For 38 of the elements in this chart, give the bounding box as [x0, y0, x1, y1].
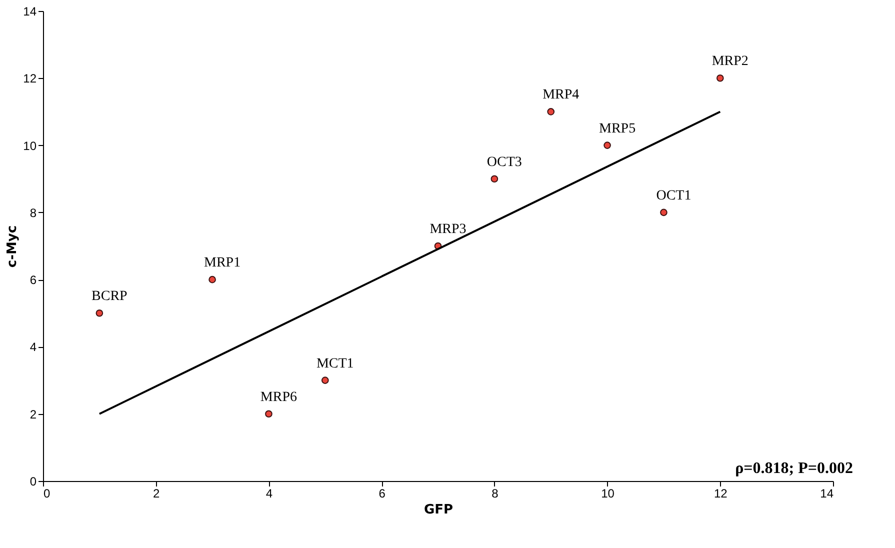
x-tick-label: 10 [601, 486, 615, 500]
y-tick-label: 4 [30, 340, 37, 354]
annotation: BCRP [92, 289, 128, 304]
x-tick-label: 6 [378, 486, 386, 500]
x-tick-label: 0 [44, 486, 50, 500]
annotation: OCT3 [486, 154, 522, 170]
y-tick-label: 12 [23, 72, 37, 86]
annotation: MRP1 [204, 256, 241, 271]
annotation: OCT1 [656, 188, 692, 204]
y-tick-label: 6 [30, 273, 37, 288]
x-tick-label: 4 [266, 486, 273, 500]
y-tick-label: 14 [23, 4, 37, 18]
annotation: MRP2 [712, 54, 748, 70]
point [208, 276, 216, 284]
x-tick-label: 2 [153, 486, 160, 500]
y-axis-title: c-Myc [5, 225, 20, 268]
x-axis-title: GFP [424, 502, 454, 518]
point [321, 376, 329, 384]
point [547, 108, 555, 116]
y-tick-label: 2 [30, 407, 37, 422]
y-tick-label: 8 [30, 206, 37, 220]
point [96, 309, 104, 317]
annotation: MRP6 [260, 390, 298, 405]
x-tick-label: 14 [820, 486, 834, 500]
point [604, 142, 611, 149]
point [490, 175, 498, 183]
point [660, 208, 668, 216]
point [265, 410, 272, 418]
x-tick-label: 12 [714, 486, 728, 500]
annotation: ρ=0.818; P=0.002 [735, 460, 853, 477]
annotation: MRP4 [542, 88, 580, 103]
annotation: MRP3 [430, 222, 466, 237]
annotation: MCT1 [316, 356, 354, 372]
annotation: MRP5 [598, 121, 636, 136]
x-tick-label: 8 [492, 486, 499, 500]
y-tick-label: 10 [23, 138, 37, 153]
y-tick-label: 0 [30, 474, 37, 488]
point [716, 74, 724, 82]
